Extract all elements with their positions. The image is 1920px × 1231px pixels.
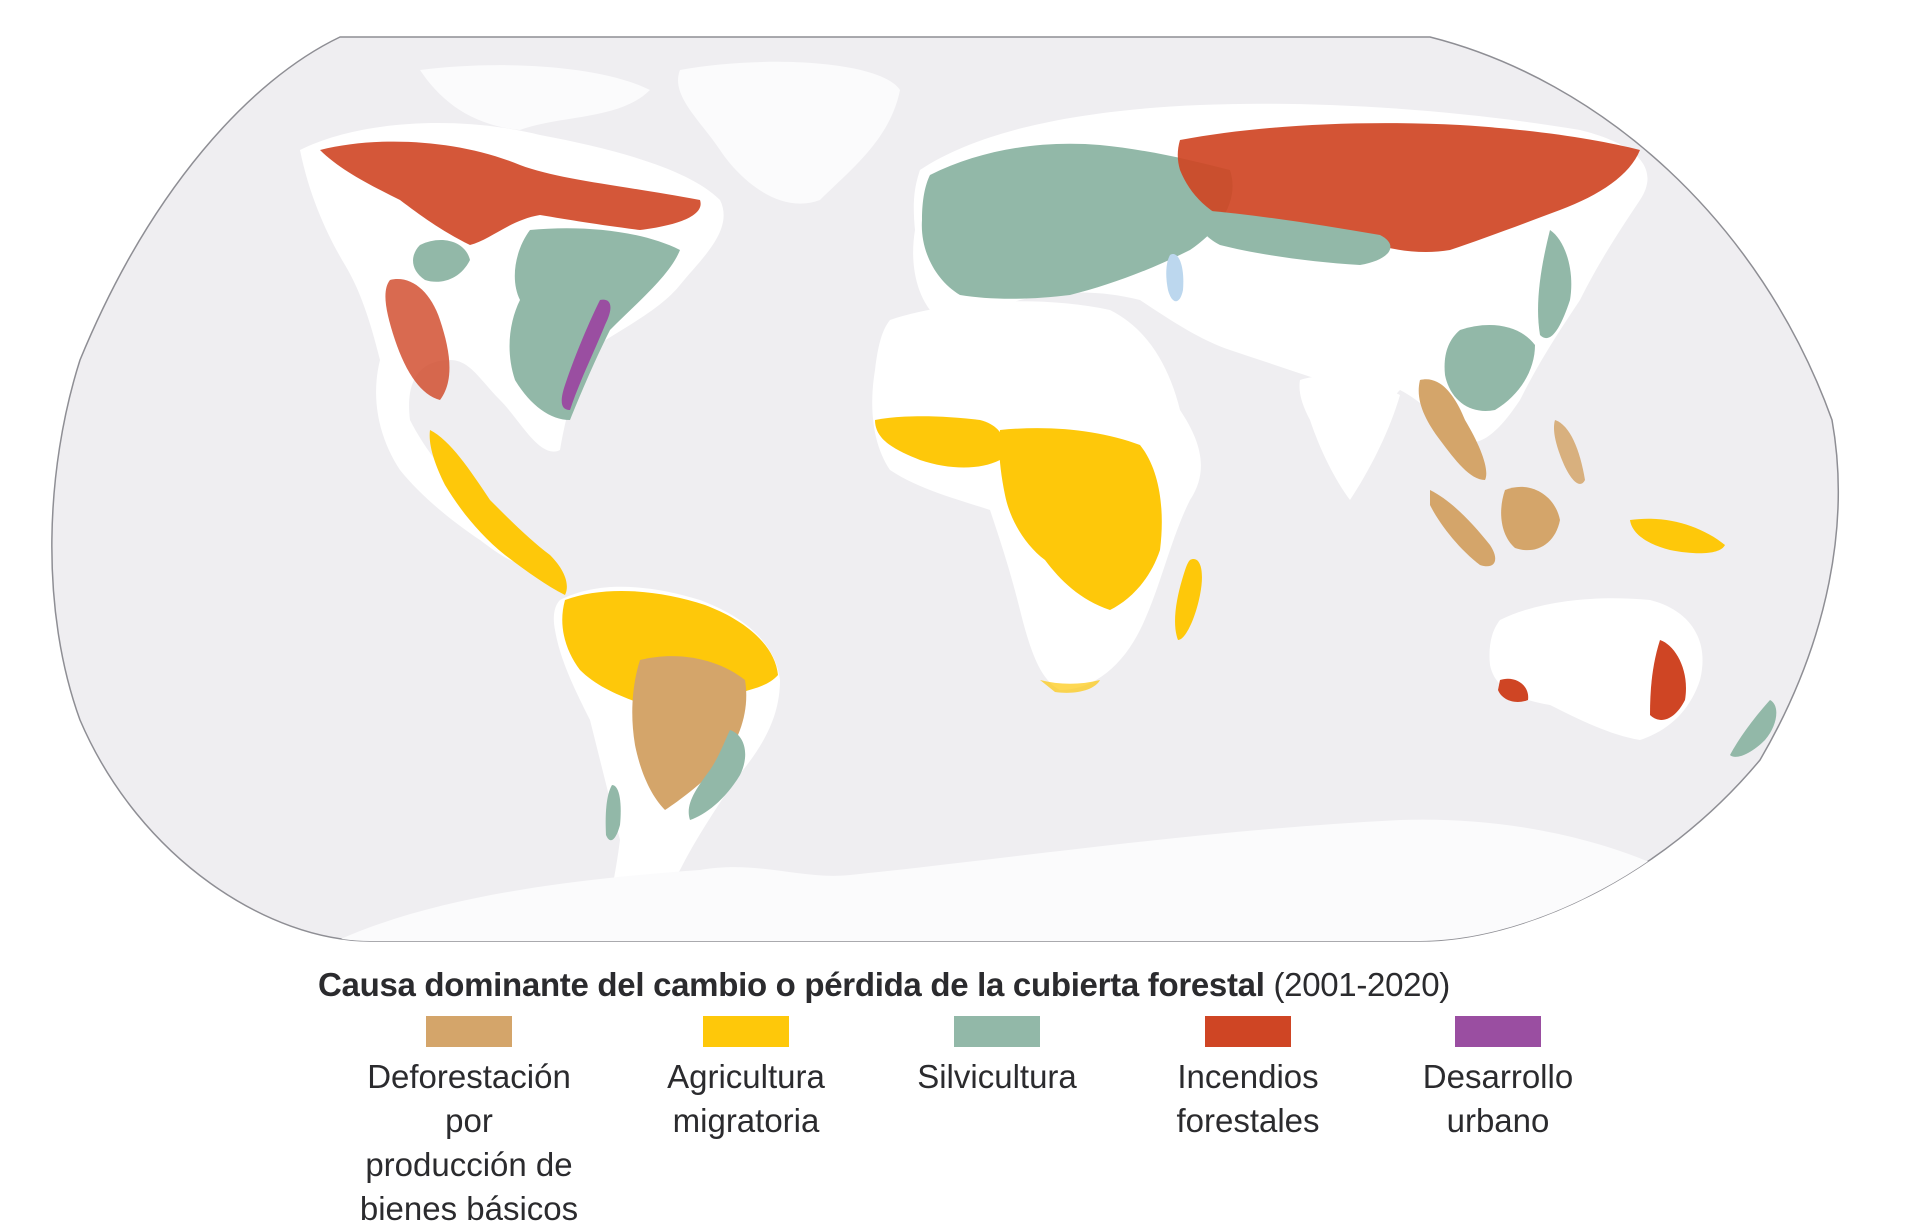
region-commodity-sumatra xyxy=(1430,490,1496,567)
india-land xyxy=(1299,375,1400,500)
legend-title-years: (2001-2020) xyxy=(1273,966,1450,1003)
legend-item-shifting-agriculture: Agricultura migratoria xyxy=(616,1016,876,1143)
swatch-commodity xyxy=(426,1016,512,1047)
region-shifting-ag-south-africa xyxy=(1040,680,1100,693)
region-commodity-borneo xyxy=(1501,486,1560,551)
legend-item-wildfire: Incendios forestales xyxy=(1118,1016,1378,1143)
world-map xyxy=(51,36,1839,942)
region-urban-east-coast xyxy=(561,299,611,410)
region-forestry-se-brazil xyxy=(688,730,746,820)
swatch-shifting-agriculture xyxy=(703,1016,789,1047)
region-fire-western-us xyxy=(385,279,450,400)
region-commodity-se-asia xyxy=(1418,379,1487,480)
region-commodity-sulawesi-philippines xyxy=(1553,420,1585,484)
region-shifting-ag-central-africa xyxy=(999,428,1162,610)
region-fire-se-australia xyxy=(1650,640,1686,720)
legend-label-wildfire: Incendios forestales xyxy=(1176,1058,1320,1139)
legend-title: Causa dominante del cambio o pérdida de … xyxy=(318,966,1618,1004)
australia-land xyxy=(1489,598,1703,740)
region-shifting-ag-new-guinea xyxy=(1630,518,1725,554)
region-shifting-ag-central-america xyxy=(429,430,567,595)
region-shifting-ag-west-africa xyxy=(875,416,1004,468)
region-shifting-ag-madagascar xyxy=(1175,559,1202,640)
region-forestry-russia-south xyxy=(1198,210,1391,265)
legend-label-urbanization: Desarrollo urbano xyxy=(1422,1058,1574,1139)
swatch-forestry xyxy=(954,1016,1040,1047)
region-forestry-new-zealand xyxy=(1730,700,1777,757)
region-forestry-far-east xyxy=(1538,230,1572,339)
region-commodity-brazil xyxy=(632,656,747,810)
legend-label-shifting-agriculture: Agricultura migratoria xyxy=(667,1058,825,1139)
region-forestry-western-na xyxy=(413,240,470,282)
legend-item-commodity: Deforestación por producción de bienes b… xyxy=(339,1016,599,1231)
swatch-urbanization xyxy=(1455,1016,1541,1047)
legend-item-forestry: Silvicultura xyxy=(867,1016,1127,1099)
region-fire-siberia xyxy=(1177,123,1640,252)
region-forestry-south-china xyxy=(1444,325,1535,411)
region-forestry-europe xyxy=(921,143,1233,299)
legend-item-urbanization: Desarrollo urbano xyxy=(1368,1016,1628,1143)
legend-label-forestry: Silvicultura xyxy=(917,1058,1077,1095)
swatch-wildfire xyxy=(1205,1016,1291,1047)
legend-title-main: Causa dominante del cambio o pérdida de … xyxy=(318,966,1265,1003)
antarctica-land xyxy=(300,819,1800,941)
legend-label-commodity: Deforestación por producción de bienes b… xyxy=(359,1058,579,1227)
arctic-islands xyxy=(420,65,650,130)
region-fire-sw-australia xyxy=(1498,678,1529,702)
greenland xyxy=(678,61,900,204)
region-forestry-chile xyxy=(605,785,621,841)
region-fire-canada xyxy=(320,141,701,245)
caspian-sea xyxy=(1166,254,1184,302)
